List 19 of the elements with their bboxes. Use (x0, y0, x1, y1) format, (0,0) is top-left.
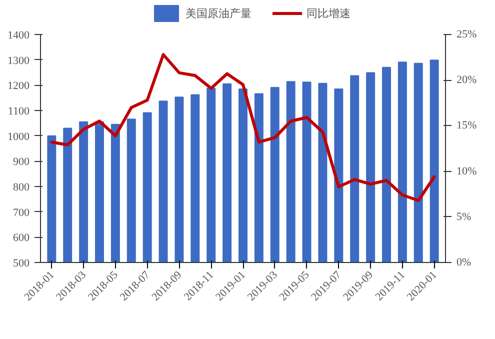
y-tick-label: 1400 (8, 30, 30, 42)
y2-tick-label: 0% (456, 256, 472, 268)
y2-tick-label: 15% (456, 120, 477, 132)
y2-tick-label: 25% (456, 28, 477, 40)
y-tick-label: 500 (13, 258, 30, 270)
legend-label: 同比增速 (306, 6, 350, 20)
y-tick-label: 1300 (8, 54, 30, 67)
y-tick-label: 700 (13, 206, 30, 219)
line-series (50, 53, 436, 202)
y-tick-label: 900 (13, 156, 30, 168)
y-tick-label: 600 (13, 232, 30, 244)
y2-tick-label: 5% (456, 210, 472, 223)
y-tick-label: 1100 (8, 106, 30, 118)
y-tick-label: 1000 (8, 130, 30, 143)
legend-label: 美国原油产量 (186, 6, 252, 20)
y-tick-label: 1200 (8, 80, 30, 92)
y2-tick-label: 20% (456, 74, 477, 86)
y2-tick-label: 10% (456, 165, 477, 178)
y-tick-label: 800 (13, 182, 30, 194)
